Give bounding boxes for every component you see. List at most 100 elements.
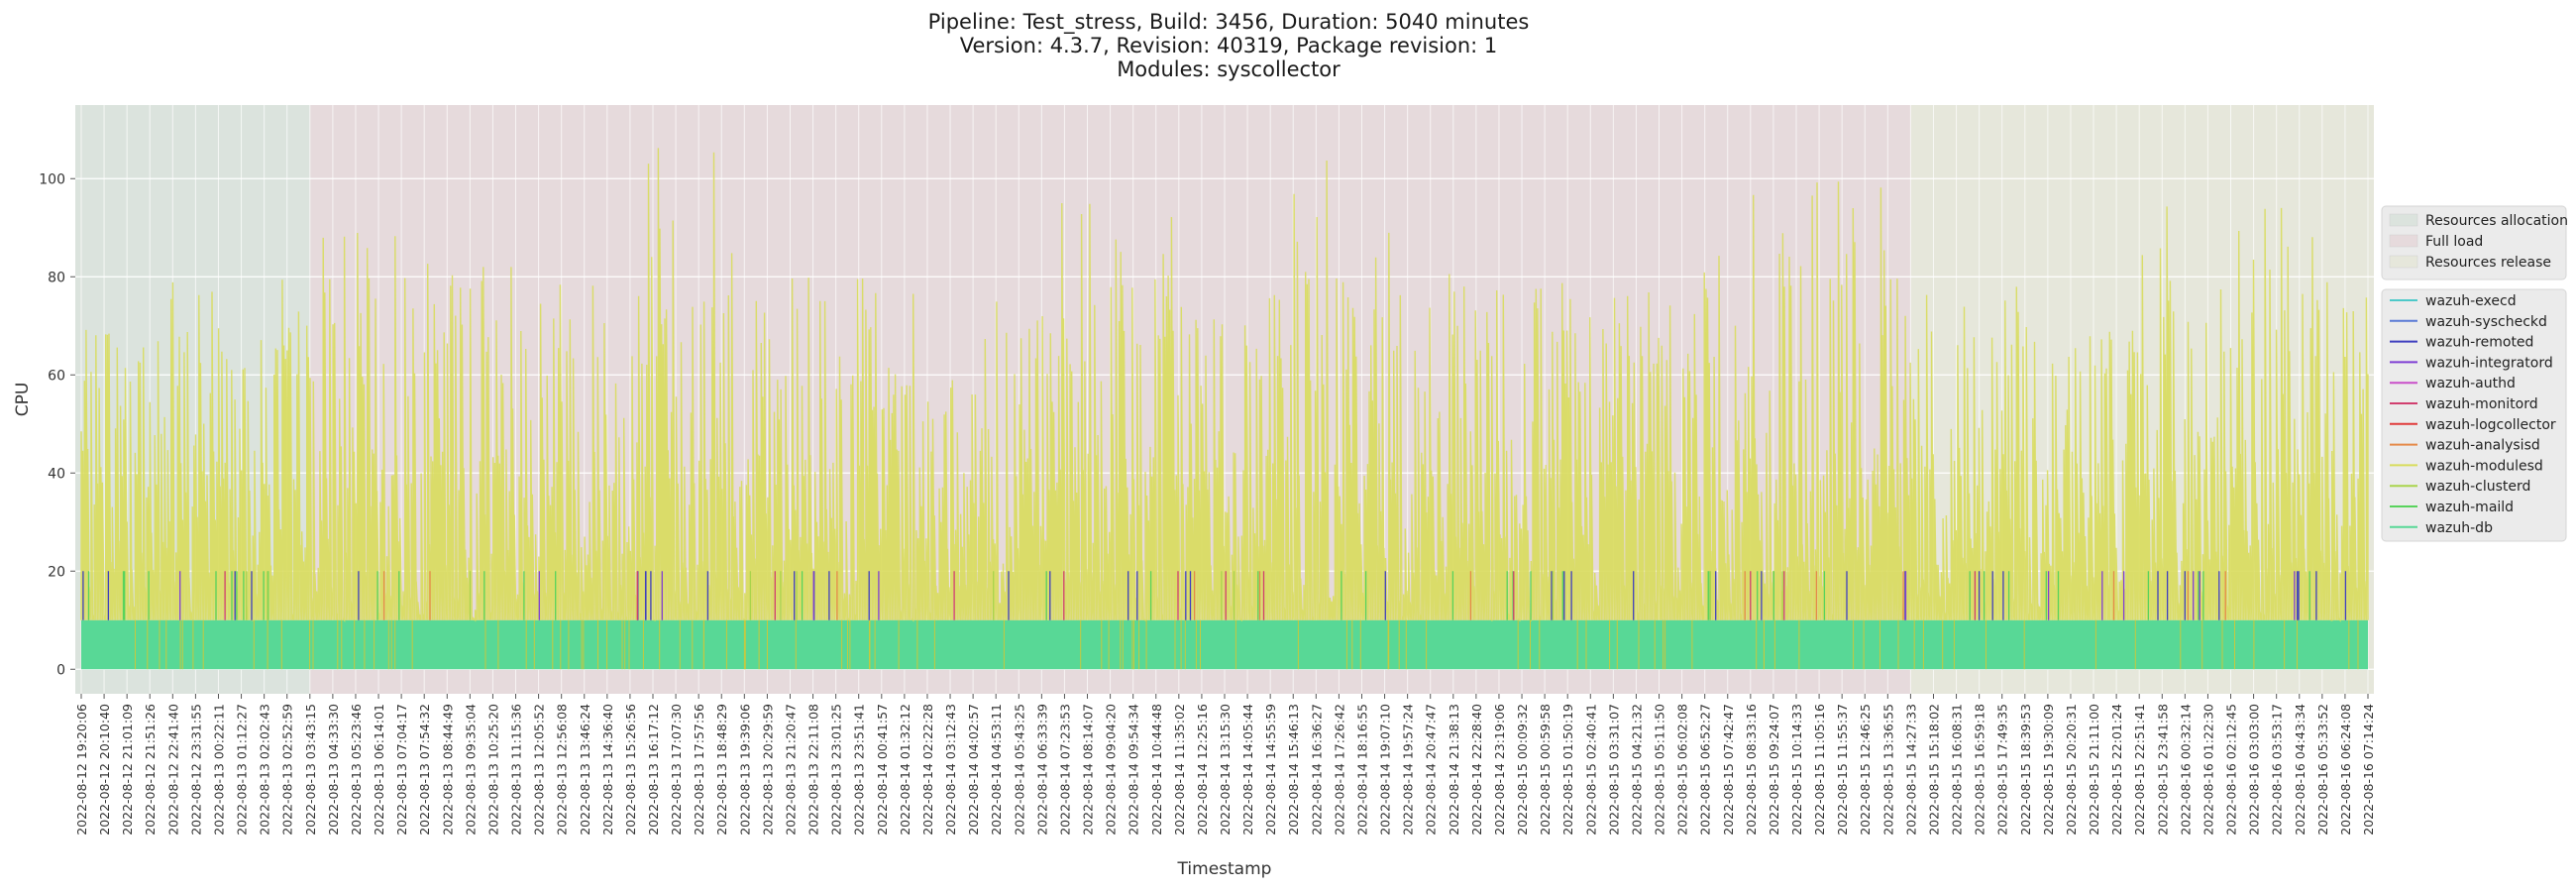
x-tick-label-26: 2022-08-13 17:07:30 <box>669 704 684 836</box>
x-tick-label-29: 2022-08-13 19:39:06 <box>737 704 752 836</box>
x-tick-label-19: 2022-08-13 11:15:36 <box>509 704 524 836</box>
y-tick-label-4: 80 <box>48 270 65 285</box>
x-tick-label-13: 2022-08-13 06:14:01 <box>372 704 386 836</box>
series-legend-box <box>2381 288 2567 542</box>
x-tick-label-50: 2022-08-14 13:15:30 <box>1218 704 1233 836</box>
x-tick-label-16: 2022-08-13 08:44:49 <box>440 704 455 836</box>
x-tick-label-35: 2022-08-14 00:41:57 <box>875 704 890 836</box>
x-tick-label-95: 2022-08-16 03:03:00 <box>2247 704 2262 836</box>
x-tick-label-54: 2022-08-14 16:36:27 <box>1309 704 1324 836</box>
x-tick-label-91: 2022-08-15 23:41:58 <box>2155 704 2170 836</box>
series-legend-label-wazuh-syscheckd: wazuh-syscheckd <box>2425 314 2547 330</box>
x-tick-label-61: 2022-08-14 22:28:40 <box>1469 704 1484 836</box>
x-tick-label-86: 2022-08-15 19:30:09 <box>2041 704 2056 836</box>
y-tick-label-2: 40 <box>48 466 65 482</box>
series-wazuh-maild-line <box>87 571 2310 620</box>
x-axis-label: Timestamp <box>1177 859 1272 879</box>
x-tick-label-78: 2022-08-15 12:46:25 <box>1858 704 1873 836</box>
x-tick-label-59: 2022-08-14 20:47:47 <box>1424 704 1439 836</box>
series-legend-label-wazuh-logcollector: wazuh-logcollector <box>2425 417 2556 433</box>
x-tick-label-30: 2022-08-13 20:29:59 <box>760 704 775 836</box>
x-tick-label-23: 2022-08-13 14:36:40 <box>600 704 615 836</box>
x-tick-label-42: 2022-08-14 06:33:39 <box>1034 704 1049 836</box>
x-tick-label-97: 2022-08-16 04:43:34 <box>2293 704 2308 836</box>
series-legend-label-wazuh-modulesd: wazuh-modulesd <box>2425 458 2543 474</box>
x-tick-label-45: 2022-08-14 09:04:20 <box>1104 704 1119 836</box>
x-tick-label-72: 2022-08-15 07:42:47 <box>1721 704 1736 836</box>
series-legend-label-wazuh-remoted: wazuh-remoted <box>2425 335 2533 351</box>
x-tick-label-69: 2022-08-15 05:11:50 <box>1653 704 1667 836</box>
x-tick-label-55: 2022-08-14 17:26:42 <box>1332 704 1346 836</box>
series-wazuh-integratord-line <box>179 571 2296 620</box>
x-tick-label-43: 2022-08-14 07:23:53 <box>1057 704 1072 836</box>
y-tick-label-1: 20 <box>48 564 65 580</box>
x-tick-label-60: 2022-08-14 21:38:13 <box>1447 704 1461 836</box>
phase-legend-swatch-2 <box>2389 255 2418 269</box>
x-tick-label-44: 2022-08-14 08:14:07 <box>1081 704 1096 836</box>
x-tick-label-83: 2022-08-15 16:59:18 <box>1973 704 1987 836</box>
x-tick-label-82: 2022-08-15 16:08:31 <box>1950 704 1965 836</box>
series-legend-label-wazuh-integratord: wazuh-integratord <box>2425 355 2553 371</box>
x-tick-label-92: 2022-08-16 00:32:14 <box>2178 704 2193 836</box>
x-tick-label-73: 2022-08-15 08:33:16 <box>1744 704 1759 836</box>
y-tick-label-0: 0 <box>56 662 65 678</box>
phase-legend-swatch-0 <box>2389 213 2418 227</box>
series-wazuh-analysisd-line <box>382 571 2226 620</box>
x-tick-label-41: 2022-08-14 05:43:25 <box>1012 704 1026 836</box>
x-tick-label-4: 2022-08-12 22:41:40 <box>165 704 180 836</box>
x-tick-label-94: 2022-08-16 02:12:45 <box>2224 704 2239 836</box>
x-tick-label-64: 2022-08-15 00:59:58 <box>1538 704 1553 836</box>
x-tick-label-27: 2022-08-13 17:57:56 <box>692 704 706 836</box>
x-tick-label-53: 2022-08-14 15:46:13 <box>1286 704 1301 836</box>
y-tick-label-3: 60 <box>48 368 65 384</box>
series-wazuh-remoted-line <box>82 571 2347 620</box>
x-tick-label-100: 2022-08-16 07:14:24 <box>2361 704 2376 836</box>
x-tick-label-84: 2022-08-15 17:49:35 <box>1995 704 2010 836</box>
series-legend-label-wazuh-analysisd: wazuh-analysisd <box>2425 438 2540 454</box>
chart-title-line-3: Modules: syscollector <box>1117 57 1341 81</box>
phase-legend: Resources allocation Full load Resources r… <box>2381 205 2568 280</box>
series-legend-label-wazuh-authd: wazuh-authd <box>2425 376 2516 391</box>
x-tick-label-51: 2022-08-14 14:05:44 <box>1240 704 1255 836</box>
x-tick-label-9: 2022-08-13 02:52:59 <box>280 704 295 836</box>
series-legend-label-wazuh-monitord: wazuh-monitord <box>2425 396 2538 412</box>
x-tick-label-47: 2022-08-14 10:44:48 <box>1149 704 1164 836</box>
y-axis: 0 20 40 60 80 100 CPU <box>13 171 75 678</box>
x-tick-label-39: 2022-08-14 04:02:57 <box>966 704 981 836</box>
x-tick-label-70: 2022-08-15 06:02:08 <box>1675 704 1690 836</box>
x-axis: 2022-08-12 19:20:06 2022-08-12 20:10:40 20… <box>74 694 2376 879</box>
x-tick-label-22: 2022-08-13 13:46:24 <box>578 704 592 836</box>
series-wazuh-db-band <box>81 619 2368 670</box>
x-tick-label-49: 2022-08-14 12:25:16 <box>1195 704 1210 836</box>
x-tick-label-80: 2022-08-15 14:27:33 <box>1903 704 1918 836</box>
x-tick-label-7: 2022-08-13 01:12:27 <box>235 704 250 836</box>
x-tick-label-74: 2022-08-15 09:24:07 <box>1767 704 1781 836</box>
x-tick-label-71: 2022-08-15 06:52:27 <box>1698 704 1713 836</box>
series-wazuh-clusterd-line <box>246 571 1783 620</box>
y-axis-label: CPU <box>13 383 33 417</box>
x-tick-label-58: 2022-08-14 19:57:24 <box>1401 704 1416 836</box>
x-tick-label-25: 2022-08-13 16:17:12 <box>646 704 661 836</box>
x-tick-label-17: 2022-08-13 09:35:04 <box>463 704 478 836</box>
series-legend-label-wazuh-clusterd: wazuh-clusterd <box>2425 479 2530 495</box>
x-tick-label-15: 2022-08-13 07:54:32 <box>417 704 432 836</box>
series-legend: wazuh-execd wazuh-syscheckd wazuh-remoted w… <box>2381 288 2567 542</box>
series-legend-label-wazuh-db: wazuh-db <box>2425 520 2493 536</box>
x-tick-label-67: 2022-08-15 03:31:07 <box>1606 704 1621 836</box>
x-tick-label-32: 2022-08-13 22:11:08 <box>806 704 821 836</box>
x-tick-label-1: 2022-08-12 20:10:40 <box>97 704 112 836</box>
x-tick-label-90: 2022-08-15 22:51:41 <box>2132 704 2147 836</box>
y-tick-label-5: 100 <box>39 171 65 187</box>
x-tick-label-6: 2022-08-13 00:22:11 <box>211 704 226 836</box>
x-tick-label-68: 2022-08-15 04:21:32 <box>1629 704 1644 836</box>
x-tick-label-5: 2022-08-12 23:31:55 <box>188 704 203 836</box>
series-wazuh-db-dips <box>135 619 2359 670</box>
x-tick-label-99: 2022-08-16 06:24:08 <box>2338 704 2353 836</box>
x-tick-label-10: 2022-08-13 03:43:15 <box>303 704 318 836</box>
x-tick-label-93: 2022-08-16 01:22:30 <box>2200 704 2215 836</box>
x-tick-label-87: 2022-08-15 20:20:31 <box>2064 704 2079 836</box>
x-tick-label-88: 2022-08-15 21:11:00 <box>2087 704 2101 836</box>
x-tick-label-75: 2022-08-15 10:14:33 <box>1789 704 1804 836</box>
x-tick-label-8: 2022-08-13 02:02:43 <box>258 704 272 836</box>
